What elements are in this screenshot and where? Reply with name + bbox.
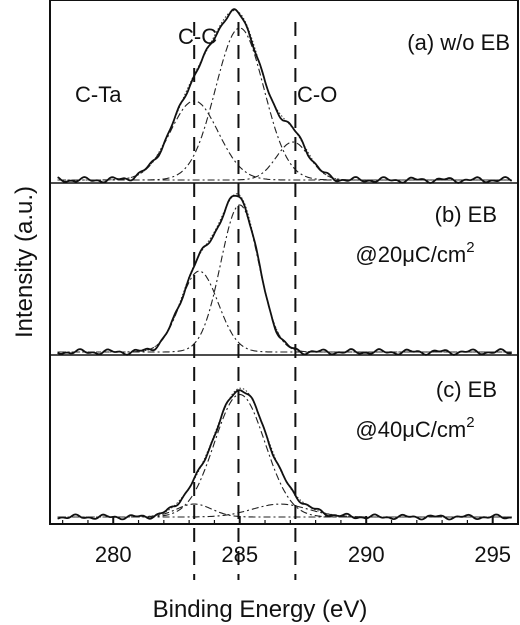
panel-c-dose-exponent: 2	[466, 414, 474, 431]
panel-b-component-2	[57, 204, 512, 353]
panel-c-curves	[57, 387, 512, 521]
panel-a-component-1	[57, 100, 512, 181]
panel-a-component-3	[57, 141, 512, 181]
panel-a-label: (a) w/o EB	[407, 30, 510, 55]
panel-b-dose-exponent: 2	[466, 239, 474, 256]
x-tick-label-285: 285	[221, 542, 258, 567]
panel-a-curves	[57, 8, 513, 184]
peak-label-c-c: C-C	[178, 24, 217, 49]
peak-label-c-ta: C-Ta	[75, 82, 122, 107]
x-tick-label-280: 280	[95, 542, 132, 567]
panel-b-spectrum	[57, 194, 512, 356]
panel-b-label: (b) EB	[435, 202, 497, 227]
panel-c-dose: @40μC/cm	[355, 417, 466, 442]
panel-c-component-3	[57, 503, 512, 518]
panel-c-label-line2: @40μC/cm2	[355, 414, 474, 442]
y-axis-title: Intensity (a.u.)	[11, 186, 38, 338]
peak-label-c-o: C-O	[297, 82, 337, 107]
panel-c-fit	[57, 387, 512, 518]
panel-c-component-1	[57, 503, 512, 518]
panel-c-spectrum	[57, 389, 512, 521]
panel-b-curves	[57, 193, 512, 356]
plot-frame	[49, 0, 519, 525]
panel-a-spectrum	[57, 8, 513, 184]
panel-c-component-2	[57, 393, 512, 518]
panel-b-dose: @20μC/cm	[355, 242, 466, 267]
x-tick-label-295: 295	[474, 542, 511, 567]
panel-b-label-line2: @20μC/cm2	[355, 239, 474, 267]
x-axis-title: Binding Energy (eV)	[153, 596, 368, 623]
x-tick-label-290: 290	[348, 542, 385, 567]
panel-b-component-1	[57, 270, 512, 353]
panel-c-label: (c) EB	[436, 377, 497, 402]
